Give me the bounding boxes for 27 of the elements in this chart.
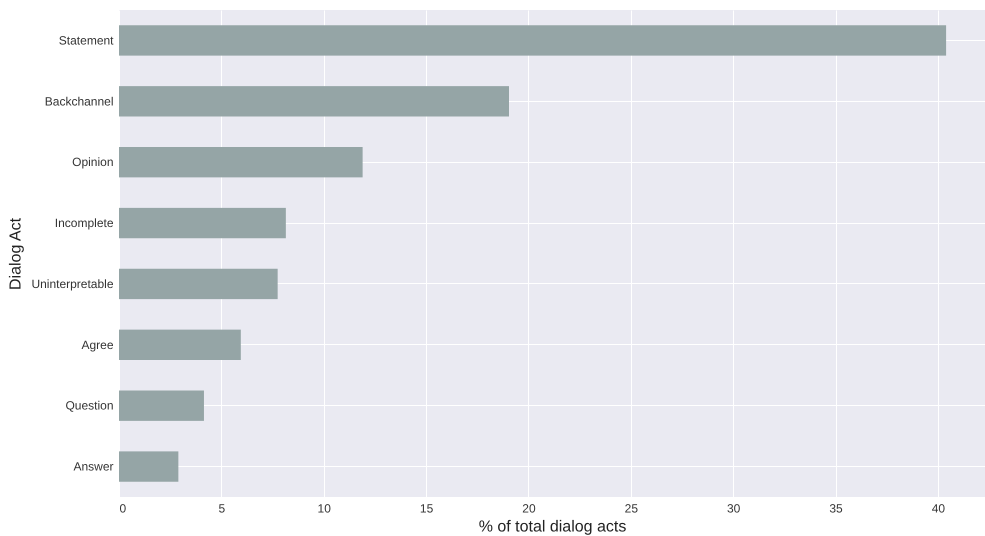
bar [119,208,286,238]
bar [119,25,946,56]
x-tick-label: 15 [420,502,434,516]
bar [119,330,241,360]
x-tick-label: 10 [318,502,332,516]
y-tick-label: Question [65,398,114,413]
y-tick-label: Opinion [72,155,114,170]
bar [119,146,363,178]
y-tick-label: Statement [58,33,114,48]
y-axis-title: Dialog Act [7,217,24,290]
y-tick-label: Backchannel [44,94,114,108]
x-tick-label: 40 [932,502,946,516]
x-tick-label: 0 [120,502,126,516]
x-tick-label: 25 [624,502,638,516]
bar [119,268,278,300]
x-axis-title: % of total dialog acts [478,518,626,536]
bar [119,451,178,482]
y-tick-label: Uninterpretable [31,276,114,291]
x-tick-label: 30 [727,502,741,516]
bar [119,390,204,421]
x-tick-label: 20 [522,502,536,516]
y-tick-label: Agree [81,338,114,352]
y-tick-label: Answer [73,460,114,474]
x-tick-label: 5 [218,502,226,516]
bar [119,86,510,117]
x-tick-label: 35 [829,502,844,516]
y-tick-label: Incomplete [54,216,114,230]
